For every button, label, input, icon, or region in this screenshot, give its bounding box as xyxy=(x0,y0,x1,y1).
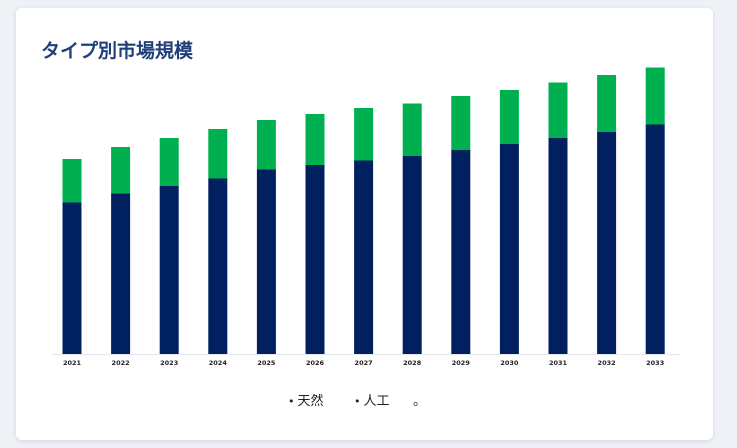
bar-natural-2026 xyxy=(305,114,325,165)
x-tick-label-2021: 2021 xyxy=(63,359,82,367)
legend-label-artificial: 人工 xyxy=(363,394,390,409)
bar-artificial-2025 xyxy=(256,169,276,354)
x-tick-label-2027: 2027 xyxy=(355,359,373,367)
legend-label-natural: 天然 xyxy=(297,394,324,409)
bar-natural-2030 xyxy=(499,90,519,144)
x-tick-label-2029: 2029 xyxy=(452,359,471,367)
x-tick-label-2032: 2032 xyxy=(598,359,616,367)
chart-card: タイプ別市場規模 2021 2022 2023 2024 2025 2026 2027 202… xyxy=(16,8,713,440)
bar-artificial-2030 xyxy=(499,144,519,354)
bar-natural-2032 xyxy=(597,75,617,132)
bar-natural-2024 xyxy=(208,129,228,179)
x-tick-label-2030: 2030 xyxy=(500,359,519,367)
bar-natural-2027 xyxy=(354,108,374,161)
x-tick-label-2026: 2026 xyxy=(306,359,325,367)
x-tick-label-2024: 2024 xyxy=(209,359,228,367)
bar-natural-2022 xyxy=(111,147,131,194)
bar-natural-2033 xyxy=(645,67,665,125)
x-tick-label-2022: 2022 xyxy=(112,359,130,367)
bar-artificial-2027 xyxy=(354,160,374,354)
bar-artificial-2031 xyxy=(548,138,568,354)
bar-natural-2028 xyxy=(402,103,422,156)
x-tick-label-2028: 2028 xyxy=(403,359,422,367)
legend-bullet: • xyxy=(354,395,361,408)
bar-natural-2023 xyxy=(159,138,179,186)
bar-natural-2029 xyxy=(451,96,471,150)
bar-artificial-2028 xyxy=(402,156,422,354)
x-tick-label-2033: 2033 xyxy=(646,359,664,367)
legend-bullet: • xyxy=(288,395,295,408)
chart-title: タイプ別市場規模 xyxy=(41,40,194,62)
legend-item-artificial: • 人工 xyxy=(354,390,390,409)
x-tick-label-2023: 2023 xyxy=(160,359,178,367)
x-tick-label-2025: 2025 xyxy=(257,359,276,367)
bar-artificial-2026 xyxy=(305,165,325,354)
bar-natural-2021 xyxy=(62,159,82,203)
bar-artificial-2032 xyxy=(597,132,617,354)
bar-artificial-2023 xyxy=(159,186,179,354)
bar-artificial-2029 xyxy=(451,150,471,354)
bar-natural-2025 xyxy=(256,120,276,170)
x-tick-label-2031: 2031 xyxy=(549,359,568,367)
bar-natural-2031 xyxy=(548,82,568,138)
bar-artificial-2022 xyxy=(111,193,131,354)
legend-item-natural: • 天然 xyxy=(288,390,324,409)
legend: • 天然 • 人工 。 xyxy=(16,390,713,412)
bar-artificial-2024 xyxy=(208,178,228,354)
bar-artificial-2021 xyxy=(62,202,82,354)
bar-chart: 2021 2022 2023 2024 2025 2026 2027 2028 2029 2030… xyxy=(52,67,680,367)
bar-artificial-2033 xyxy=(645,124,665,354)
legend-trailing-mark: 。 xyxy=(413,394,427,409)
